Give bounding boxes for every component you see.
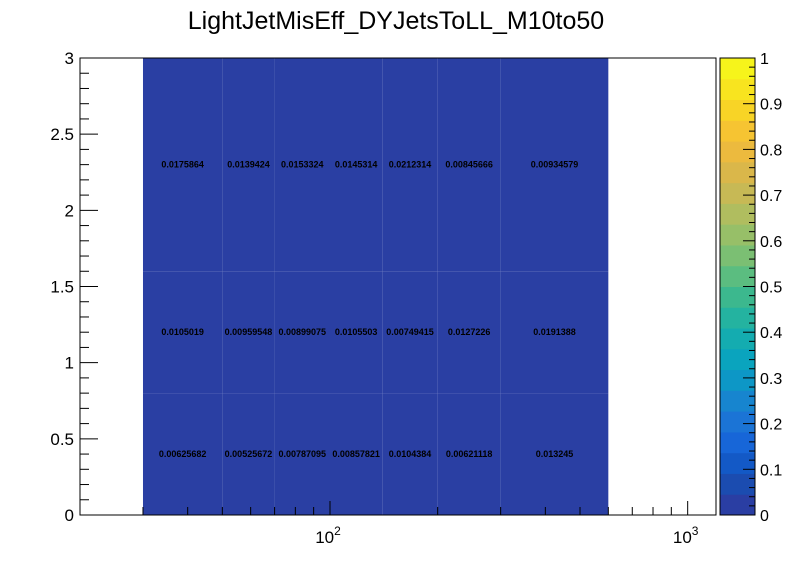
cell-value-label: 0.0145314 (335, 160, 378, 170)
heatmap-cell (142, 393, 223, 515)
y-tick-label: 1.5 (50, 278, 74, 297)
cell-value-label: 0.00857821 (332, 449, 380, 459)
colorbar-tick-label: 0.2 (760, 417, 782, 434)
colorbar-band (720, 224, 755, 246)
x-tick-label: 102 (315, 524, 341, 547)
colorbar-band (720, 452, 755, 474)
colorbar-band (720, 182, 755, 204)
cell-value-label: 0.00845666 (445, 160, 493, 170)
colorbar-band (720, 120, 755, 142)
colorbar-tick-label: 0.4 (760, 325, 782, 342)
y-tick-label: 3 (65, 49, 74, 68)
colorbar-band (720, 328, 755, 350)
cell-value-label: 0.00625682 (159, 449, 207, 459)
colorbar-band (720, 265, 755, 287)
colorbar-band (720, 78, 755, 101)
cell-value-label: 0.00525672 (225, 449, 273, 459)
colorbar-tick-label: 0 (760, 508, 769, 525)
y-axis: 0 0.5 1 1.5 2 2.5 3 (50, 49, 98, 525)
colorbar-tick-label: 0.9 (760, 97, 782, 114)
colorbar-band (720, 348, 755, 371)
colorbar-tick-label: 1 (760, 51, 769, 68)
cell-value-label: 0.00787095 (279, 449, 327, 459)
heatmap-cell (382, 58, 438, 272)
cell-value-label: 0.00899075 (279, 327, 327, 337)
heatmap-cell (222, 393, 275, 515)
colorbar-band (720, 58, 755, 80)
heatmap-cell (500, 393, 609, 515)
cell-value-label: 0.0139424 (227, 160, 270, 170)
cell-value-label: 0.013245 (536, 449, 574, 459)
colorbar-band (720, 494, 755, 516)
heatmap-cell (274, 393, 331, 515)
y-tick-label: 0 (65, 506, 74, 525)
cell-value-label: 0.0104384 (389, 449, 432, 459)
cell-value-label: 0.0127226 (448, 327, 491, 337)
y-tick-label: 2.5 (50, 125, 74, 144)
cell-value-label: 0.00959548 (225, 327, 273, 337)
colorbar-band (720, 369, 755, 391)
heatmap-cell (437, 58, 501, 272)
heatmap-cell (330, 393, 383, 515)
cell-value-label: 0.00749415 (386, 327, 434, 337)
heatmap-cell (222, 271, 275, 394)
colorbar-band (720, 99, 755, 121)
colorbar-tick-label: 0.1 (760, 462, 782, 479)
cell-value-label: 0.0191388 (533, 327, 576, 337)
heatmap-cell (274, 271, 331, 394)
colorbar-band (720, 286, 755, 308)
y-tick-label: 2 (65, 201, 74, 220)
colorbar-tick-label: 0.3 (760, 371, 782, 388)
x-tick-label: 103 (673, 524, 699, 547)
heatmap-cell (142, 271, 223, 394)
heatmap-cell (382, 271, 438, 394)
colorbar-band (720, 161, 755, 184)
colorbar-band (720, 473, 755, 495)
heatmap-cell-labels: 0.00625682 0.00525672 0.00787095 0.00857821… (159, 160, 578, 459)
heatmap-cell (274, 58, 331, 272)
colorbar-band (720, 244, 755, 267)
heatmap-cell (382, 393, 438, 515)
colorbar-band (720, 203, 755, 225)
colorbar-band (720, 390, 755, 412)
colorbar-tick-label: 0.6 (760, 234, 782, 251)
y-tick-label: 1 (65, 354, 74, 373)
colorbar-tick-label: 0.8 (760, 142, 782, 159)
cell-value-label: 0.00621118 (446, 449, 493, 459)
heatmap-cell (500, 58, 609, 272)
heatmap-cell (330, 58, 383, 272)
heatmap-cell (437, 393, 501, 515)
cell-value-label: 0.0105019 (161, 327, 204, 337)
cell-value-label: 0.0175864 (161, 160, 204, 170)
colorbar-tick-label: 0.5 (760, 280, 782, 297)
colorbar-tick-label: 0.7 (760, 188, 782, 205)
colorbar-band (720, 141, 755, 163)
heatmap-cell (500, 271, 609, 394)
heatmap-cell (142, 58, 223, 272)
chart-title: LightJetMisEff_DYJetsToLL_M10to50 (188, 7, 604, 35)
colorbar: 0 0.1 0.2 0.3 0.4 0.5 0.6 0.7 0.8 0.9 1 (719, 51, 782, 525)
cell-value-label: 0.0105503 (335, 327, 378, 337)
cell-value-label: 0.0153324 (281, 160, 324, 170)
colorbar-band (720, 307, 755, 329)
heatmap-cell (437, 271, 501, 394)
cell-value-label: 0.00934579 (531, 160, 579, 170)
cell-value-label: 0.0212314 (389, 160, 432, 170)
heatmap-cells (142, 58, 609, 515)
colorbar-band (720, 431, 755, 454)
colorbar-band (720, 411, 755, 433)
heatmap-cell (330, 271, 383, 394)
heatmap-cell (222, 58, 275, 272)
y-tick-label: 0.5 (50, 430, 74, 449)
